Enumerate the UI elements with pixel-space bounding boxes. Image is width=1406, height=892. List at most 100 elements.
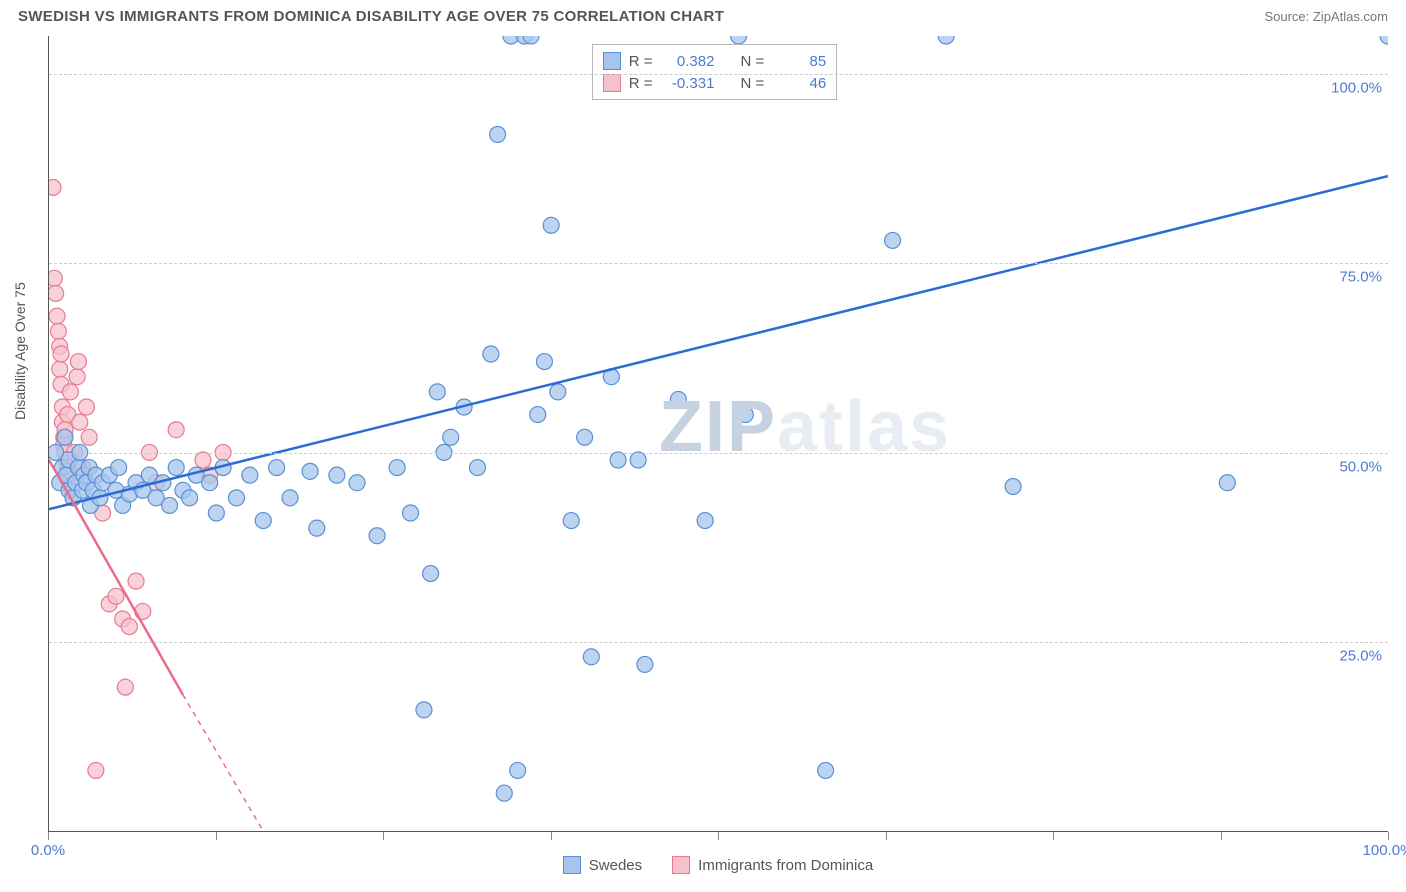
data-point bbox=[530, 407, 546, 423]
data-point bbox=[403, 505, 419, 521]
data-point bbox=[443, 429, 459, 445]
data-point bbox=[57, 429, 73, 445]
y-tick-label: 50.0% bbox=[1339, 458, 1382, 475]
y-tick-label: 25.0% bbox=[1339, 648, 1382, 665]
swatch-swedes bbox=[603, 52, 621, 70]
data-point bbox=[329, 467, 345, 483]
data-point bbox=[577, 429, 593, 445]
data-point bbox=[610, 452, 626, 468]
data-point bbox=[309, 520, 325, 536]
data-point bbox=[349, 475, 365, 491]
data-point bbox=[49, 285, 64, 301]
legend-label-dominica: Immigrants from Dominica bbox=[698, 857, 873, 874]
data-point bbox=[50, 323, 66, 339]
n-label-swedes: N = bbox=[740, 53, 764, 70]
legend-swatch-swedes bbox=[563, 856, 581, 874]
data-point bbox=[938, 36, 954, 44]
data-point bbox=[550, 384, 566, 400]
plot-area: ZIPatlas R = 0.382 N = 85 R = -0.331 N =… bbox=[48, 36, 1388, 832]
data-point bbox=[78, 399, 94, 415]
stats-row-dominica: R = -0.331 N = 46 bbox=[603, 72, 827, 94]
data-point bbox=[269, 460, 285, 476]
data-point bbox=[1219, 475, 1235, 491]
r-label-dominica: R = bbox=[629, 75, 653, 92]
data-point bbox=[242, 467, 258, 483]
y-axis-label: Disability Age Over 75 bbox=[12, 282, 28, 420]
data-point bbox=[49, 308, 65, 324]
legend-item-swedes: Swedes bbox=[563, 856, 642, 874]
data-point bbox=[182, 490, 198, 506]
data-point bbox=[135, 603, 151, 619]
data-point bbox=[818, 762, 834, 778]
data-point bbox=[195, 452, 211, 468]
gridline-h bbox=[49, 642, 1388, 643]
gridline-h bbox=[49, 74, 1388, 75]
source-link[interactable]: ZipAtlas.com bbox=[1313, 9, 1388, 24]
swatch-dominica bbox=[603, 74, 621, 92]
data-point bbox=[389, 460, 405, 476]
data-point bbox=[731, 36, 747, 44]
data-point bbox=[121, 619, 137, 635]
data-point bbox=[52, 361, 68, 377]
data-point bbox=[88, 762, 104, 778]
data-point bbox=[543, 217, 559, 233]
x-tick bbox=[1388, 832, 1389, 840]
data-point bbox=[536, 354, 552, 370]
y-tick-label: 75.0% bbox=[1339, 269, 1382, 286]
x-tick bbox=[551, 832, 552, 840]
legend-item-dominica: Immigrants from Dominica bbox=[672, 856, 873, 874]
r-label-swedes: R = bbox=[629, 53, 653, 70]
legend-swatch-dominica bbox=[672, 856, 690, 874]
n-label-dominica: N = bbox=[740, 75, 764, 92]
data-point bbox=[282, 490, 298, 506]
data-point bbox=[583, 649, 599, 665]
data-point bbox=[128, 573, 144, 589]
data-point bbox=[563, 513, 579, 529]
stats-row-swedes: R = 0.382 N = 85 bbox=[603, 50, 827, 72]
data-point bbox=[108, 588, 124, 604]
data-point bbox=[429, 384, 445, 400]
data-point bbox=[53, 346, 69, 362]
x-tick bbox=[886, 832, 887, 840]
data-point bbox=[496, 785, 512, 801]
gridline-h bbox=[49, 263, 1388, 264]
x-tick bbox=[1053, 832, 1054, 840]
chart-title: SWEDISH VS IMMIGRANTS FROM DOMINICA DISA… bbox=[18, 8, 724, 25]
data-point bbox=[369, 528, 385, 544]
data-point bbox=[49, 270, 62, 286]
r-value-swedes: 0.382 bbox=[660, 53, 714, 70]
gridline-h bbox=[49, 453, 1388, 454]
trendline-swedes bbox=[49, 176, 1388, 509]
data-point bbox=[81, 429, 97, 445]
data-point bbox=[885, 232, 901, 248]
source-attribution: Source: ZipAtlas.com bbox=[1264, 9, 1388, 24]
x-tick bbox=[718, 832, 719, 840]
data-point bbox=[202, 475, 218, 491]
data-point bbox=[117, 679, 133, 695]
data-point bbox=[510, 762, 526, 778]
data-point bbox=[302, 463, 318, 479]
x-tick bbox=[1221, 832, 1222, 840]
data-point bbox=[697, 513, 713, 529]
x-tick bbox=[216, 832, 217, 840]
n-value-swedes: 85 bbox=[772, 53, 826, 70]
source-prefix: Source: bbox=[1264, 9, 1312, 24]
data-point bbox=[637, 656, 653, 672]
x-tick bbox=[383, 832, 384, 840]
data-point bbox=[69, 369, 85, 385]
data-point bbox=[255, 513, 271, 529]
data-point bbox=[162, 497, 178, 513]
data-point bbox=[483, 346, 499, 362]
x-tick bbox=[48, 832, 49, 840]
scatter-svg bbox=[49, 36, 1388, 831]
legend-label-swedes: Swedes bbox=[589, 857, 642, 874]
data-point bbox=[49, 179, 61, 195]
data-point bbox=[168, 422, 184, 438]
n-value-dominica: 46 bbox=[772, 75, 826, 92]
data-point bbox=[72, 414, 88, 430]
y-tick-label: 100.0% bbox=[1331, 79, 1382, 96]
data-point bbox=[423, 566, 439, 582]
data-point bbox=[490, 126, 506, 142]
data-point bbox=[630, 452, 646, 468]
data-point bbox=[168, 460, 184, 476]
